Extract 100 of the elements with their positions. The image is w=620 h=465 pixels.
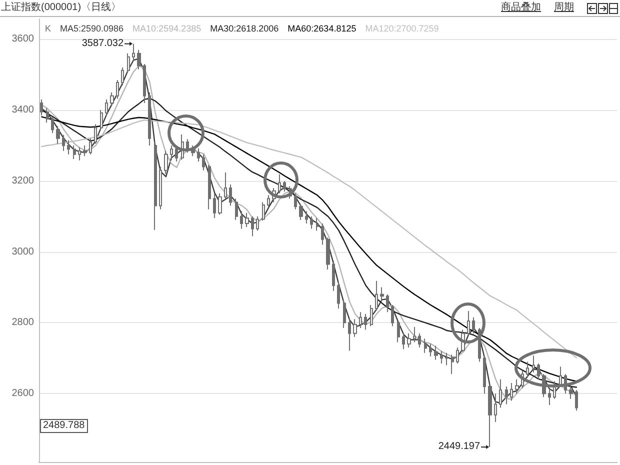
candlestick — [213, 192, 216, 219]
candlestick — [51, 116, 54, 134]
text: K — [45, 24, 52, 34]
annotation: 3587.032 — [82, 38, 124, 50]
candlestick — [537, 362, 540, 380]
candlestick — [548, 390, 551, 406]
candlestick — [391, 304, 394, 327]
candlestick — [364, 313, 367, 330]
candlestick — [510, 382, 513, 402]
candlestick — [121, 67, 124, 86]
candlestick — [62, 134, 65, 152]
candlestick — [294, 192, 297, 210]
candlestick — [89, 138, 92, 155]
candlestick — [499, 378, 502, 408]
candlestick — [424, 338, 427, 354]
candlestick — [532, 355, 535, 373]
y-tick-label: 3400 — [12, 104, 34, 116]
candlestick — [467, 310, 470, 336]
candlestick — [402, 332, 405, 350]
candlestick — [505, 386, 508, 405]
candlestick — [515, 378, 519, 394]
candlestick — [575, 390, 578, 412]
text: MA120:2700.7259 — [365, 24, 439, 34]
candlestick — [337, 281, 340, 310]
annotation: 2489.788 — [40, 419, 88, 433]
candlestick — [283, 180, 286, 192]
candlestick — [343, 299, 346, 329]
candlestick — [451, 354, 454, 375]
candlestick — [380, 286, 384, 302]
y-tick-label: 3000 — [12, 246, 34, 258]
candlestick — [353, 318, 357, 338]
candlestick — [370, 304, 373, 327]
candlestick — [100, 110, 103, 130]
text: 商品叠加 — [501, 2, 541, 14]
candlestick — [56, 126, 60, 144]
candlestick — [245, 212, 249, 228]
candlestick — [321, 222, 324, 246]
candlestick — [208, 164, 211, 210]
chart-title: 上证指数(000001)〈日线〉 — [1, 2, 122, 14]
candlestick — [526, 361, 529, 378]
text: MA60:2634.8125 — [288, 24, 356, 34]
candlestick — [143, 64, 146, 104]
candlestick — [278, 174, 281, 194]
candlestick — [164, 150, 168, 174]
candlestick — [310, 216, 313, 230]
candlestick — [229, 184, 232, 206]
candlestick — [418, 332, 421, 348]
candlestick — [386, 294, 389, 313]
candlestick — [251, 216, 254, 237]
y-tick-label: 3200 — [12, 175, 34, 186]
candlestick — [159, 166, 162, 210]
candlestick — [305, 210, 308, 224]
candlestick — [197, 148, 200, 162]
candlestick — [559, 366, 562, 388]
text: MA5:2590.0986 — [60, 24, 124, 34]
candlestick — [127, 52, 130, 74]
candlestick — [137, 49, 141, 70]
candlestick — [429, 343, 432, 357]
candlestick — [116, 79, 119, 100]
candlestick — [434, 345, 438, 360]
candlestick — [456, 347, 459, 364]
candlestick — [73, 145, 76, 160]
candlestick — [186, 138, 189, 154]
text: MA30:2618.2006 — [210, 24, 279, 34]
candlestick — [170, 145, 173, 160]
candlestick — [105, 98, 108, 116]
candlestick — [235, 198, 238, 220]
candlestick — [218, 192, 222, 216]
candlestick — [224, 172, 227, 200]
candlestick — [440, 350, 443, 364]
annotation: 2449.197 — [438, 441, 480, 454]
candlestick — [472, 316, 475, 334]
candlestick — [40, 98, 43, 116]
candlestick — [299, 203, 303, 220]
candlestick — [94, 124, 97, 144]
candlestick — [316, 218, 319, 232]
candlestick — [348, 318, 351, 352]
candlestick — [397, 320, 400, 343]
candlestick — [46, 108, 49, 123]
candlestick — [375, 280, 378, 311]
candlestick — [359, 312, 362, 329]
y-tick-label: 2600 — [12, 388, 34, 400]
candlestick — [110, 92, 114, 108]
y-tick-label: 2800 — [12, 317, 34, 328]
candlestick — [445, 352, 448, 366]
y-tick-label: 3600 — [12, 34, 34, 45]
candlestick — [326, 237, 330, 270]
candlestick — [407, 332, 411, 348]
candlestick — [494, 393, 497, 422]
text: 周期 — [554, 2, 574, 14]
candlestick — [240, 210, 243, 230]
candlestick — [267, 194, 270, 208]
candlestick — [154, 141, 157, 230]
candlestick — [78, 146, 81, 161]
candlestick — [569, 384, 573, 400]
candlestick — [332, 260, 335, 292]
text: MA10:2594.2385 — [132, 24, 202, 34]
candlestick — [262, 202, 265, 222]
candlestick — [202, 154, 205, 171]
candlestick — [148, 92, 151, 146]
